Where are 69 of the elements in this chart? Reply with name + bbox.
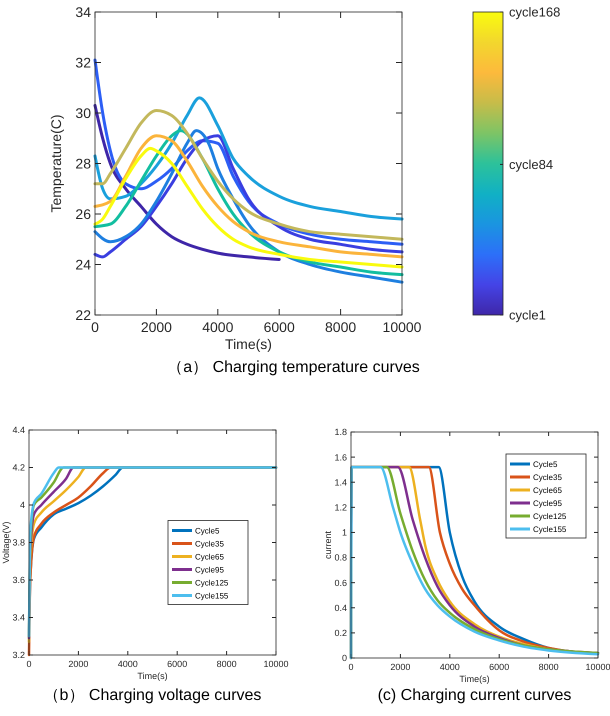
y-tick-label: 24 [75,256,92,272]
legend-label: Cycle65 [533,486,562,495]
y-axis-title: Temperature(C) [48,114,64,213]
legend-label: Cycle95 [533,498,562,508]
legend-label: Cycle95 [195,565,224,574]
y-tick-label: 4.2 [12,462,25,473]
legend-label: Cycle65 [195,552,224,562]
y-tick-label: 30 [75,104,92,121]
x-axis-title: Time(s) [459,674,490,684]
x-tick-label: 8000 [538,662,559,672]
y-tick-label: 4.4 [12,425,25,436]
y-tick-label: 0.6 [334,578,347,588]
x-tick-label: 4000 [118,659,138,669]
color-bar-label: cycle1 [509,308,546,323]
line-series [94,108,404,241]
y-tick-label: 3.6 [12,575,25,586]
legend-label: Cycle125 [195,578,229,588]
line-series [94,96,404,221]
x-tick-label: 8000 [216,659,237,669]
y-tick-label: 32 [75,54,92,70]
x-tick-label: 10000 [263,659,289,669]
y-tick-label: 3.4 [12,612,25,623]
x-tick-label: 6000 [264,319,295,335]
x-tick-label: 2000 [390,662,410,672]
x-tick-label: 2000 [140,319,172,335]
y-tick-label: 0.2 [334,628,347,638]
text: （b） Charging voltage curves [44,687,262,704]
x-tick-label: 2000 [68,659,88,669]
x-axis-title: Time(s) [137,671,168,681]
y-tick-label: 22 [75,306,92,323]
x-tick-label: 8000 [325,319,356,335]
y-tick-label: 1.2 [334,502,347,512]
y-tick-label: 34 [75,4,92,20]
y-tick-label: 28 [75,155,92,172]
x-tick-label: 6000 [489,662,510,672]
x-tick-label: 0 [26,659,32,669]
y-tick-label: 3.2 [12,650,25,660]
color-bar-label: cycle168 [509,4,560,20]
x-tick-label: 6000 [167,659,188,669]
y-axis-title: current [323,530,333,560]
y-tick-label: 4 [20,500,25,510]
x-tick-label: 10000 [382,319,422,335]
y-tick-label: 1.6 [334,452,347,462]
legend-label: Cycle155 [533,524,567,534]
y-tick-label: 26 [75,206,92,222]
y-tick-label: 3.8 [12,538,25,548]
line-series [94,146,404,269]
y-tick-label: 0.4 [334,602,347,613]
text: (c) Charging current curves [378,687,572,704]
legend-label: Cycle35 [533,472,562,482]
y-tick-label: 1.8 [334,427,347,438]
x-tick-label: 10000 [585,662,610,672]
legend-label: Cycle5 [533,460,558,469]
y-tick-label: 0.8 [334,552,347,563]
y-tick-label: 1 [342,528,347,538]
text: （a） Charging temperature curves [167,359,420,376]
y-axis-title: Voltage(V) [1,521,11,564]
legend-label: Cycle35 [195,539,224,548]
line-series [94,104,281,261]
color-bar-label: cycle84 [509,156,554,172]
legend-label: Cycle125 [533,512,567,521]
x-tick-label: 4000 [440,662,460,672]
legend-label: Cycle155 [195,591,229,600]
x-tick-label: 0 [348,662,354,672]
line-series [94,134,404,258]
legend-label: Cycle5 [195,526,220,536]
x-axis-title: Time(s) [225,336,272,352]
x-tick-label: 4000 [202,319,234,335]
y-tick-label: 1.4 [334,477,347,488]
